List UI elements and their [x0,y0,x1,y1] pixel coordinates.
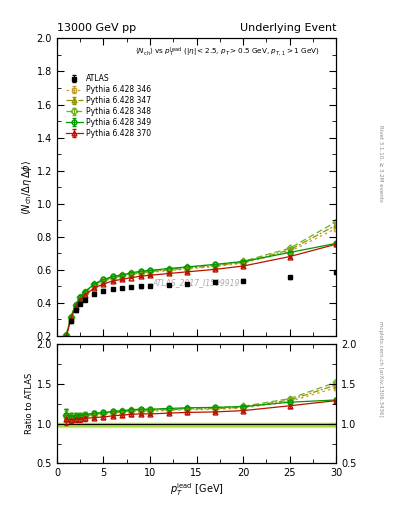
Y-axis label: Ratio to ATLAS: Ratio to ATLAS [25,373,34,435]
Bar [57,423,336,427]
X-axis label: $p_T^\mathrm{lead}$ [GeV]: $p_T^\mathrm{lead}$ [GeV] [170,481,223,498]
Text: ATLAS_2017_I1509919: ATLAS_2017_I1509919 [153,279,240,287]
Y-axis label: $\langle N_\mathrm{ch}/\Delta\eta\,\Delta\phi\rangle$: $\langle N_\mathrm{ch}/\Delta\eta\,\Delt… [20,160,34,215]
Text: $\langle N_\mathrm{ch}\rangle$ vs $p_T^\mathrm{lead}$ ($|\eta|<2.5$, $p_T>0.5$ G: $\langle N_\mathrm{ch}\rangle$ vs $p_T^\… [135,46,320,59]
Text: Underlying Event: Underlying Event [239,23,336,33]
Bar [57,423,336,425]
Text: Rivet 3.1.10, ≥ 3.2M events: Rivet 3.1.10, ≥ 3.2M events [378,125,383,202]
Legend: ATLAS, Pythia 6.428 346, Pythia 6.428 347, Pythia 6.428 348, Pythia 6.428 349, P: ATLAS, Pythia 6.428 346, Pythia 6.428 34… [64,72,153,140]
Text: 13000 GeV pp: 13000 GeV pp [57,23,136,33]
Text: mcplots.cern.ch [arXiv:1306.3436]: mcplots.cern.ch [arXiv:1306.3436] [378,321,383,416]
